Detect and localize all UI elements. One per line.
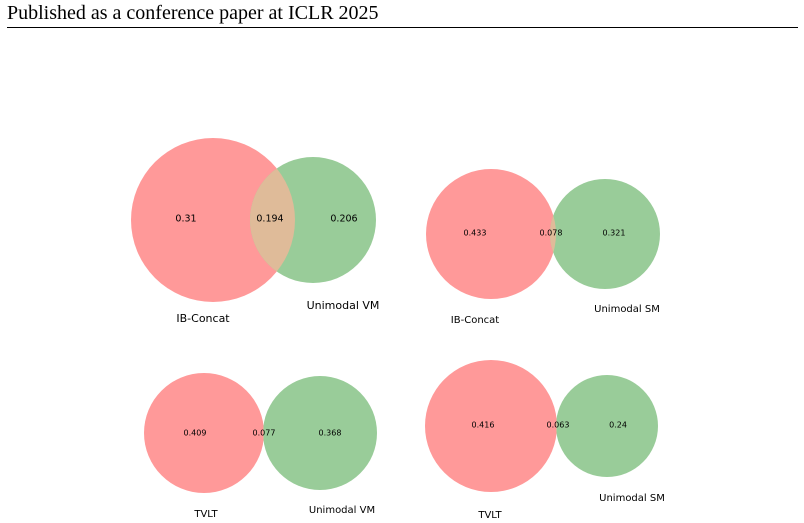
right-only-value: 0.321 — [603, 229, 626, 238]
venn-diagram-4: 0.416 0.063 0.24 TVLT Unimodal SM — [425, 360, 665, 521]
left-set-circle — [131, 138, 295, 302]
header-rule — [7, 27, 798, 28]
venn-diagram-3: 0.409 0.077 0.368 TVLT Unimodal VM — [144, 373, 377, 520]
right-set-label: Unimodal VM — [309, 505, 375, 516]
left-set-label: TVLT — [477, 510, 502, 521]
intersection-value: 0.078 — [540, 229, 563, 238]
right-only-value: 0.368 — [319, 429, 342, 438]
intersection-value: 0.063 — [547, 421, 570, 430]
intersection-value: 0.077 — [253, 429, 276, 438]
right-set-circle — [550, 179, 660, 289]
venn-diagram-1: 0.31 0.194 0.206 IB-Concat Unimodal VM — [131, 138, 379, 325]
right-only-value: 0.206 — [330, 214, 357, 225]
left-only-value: 0.31 — [175, 214, 196, 225]
left-only-value: 0.416 — [472, 421, 495, 430]
left-only-value: 0.409 — [184, 429, 207, 438]
left-set-label: IB-Concat — [176, 312, 230, 325]
left-only-value: 0.433 — [464, 229, 487, 238]
right-set-circle — [263, 376, 377, 490]
right-set-label: Unimodal SM — [594, 304, 660, 315]
venn-diagram-2: 0.433 0.078 0.321 IB-Concat Unimodal SM — [426, 169, 660, 326]
left-set-circle — [425, 360, 557, 492]
page-header: Published as a conference paper at ICLR … — [7, 2, 379, 24]
right-set-label: Unimodal SM — [599, 493, 665, 504]
intersection-value: 0.194 — [256, 214, 283, 225]
left-set-label: TVLT — [193, 509, 218, 520]
right-only-value: 0.24 — [609, 421, 627, 430]
intersection-region — [250, 157, 295, 283]
left-set-circle — [426, 169, 556, 299]
right-set-circle — [556, 375, 658, 477]
left-set-circle — [144, 373, 264, 493]
right-set-label: Unimodal VM — [307, 299, 380, 312]
left-set-label: IB-Concat — [451, 315, 499, 326]
